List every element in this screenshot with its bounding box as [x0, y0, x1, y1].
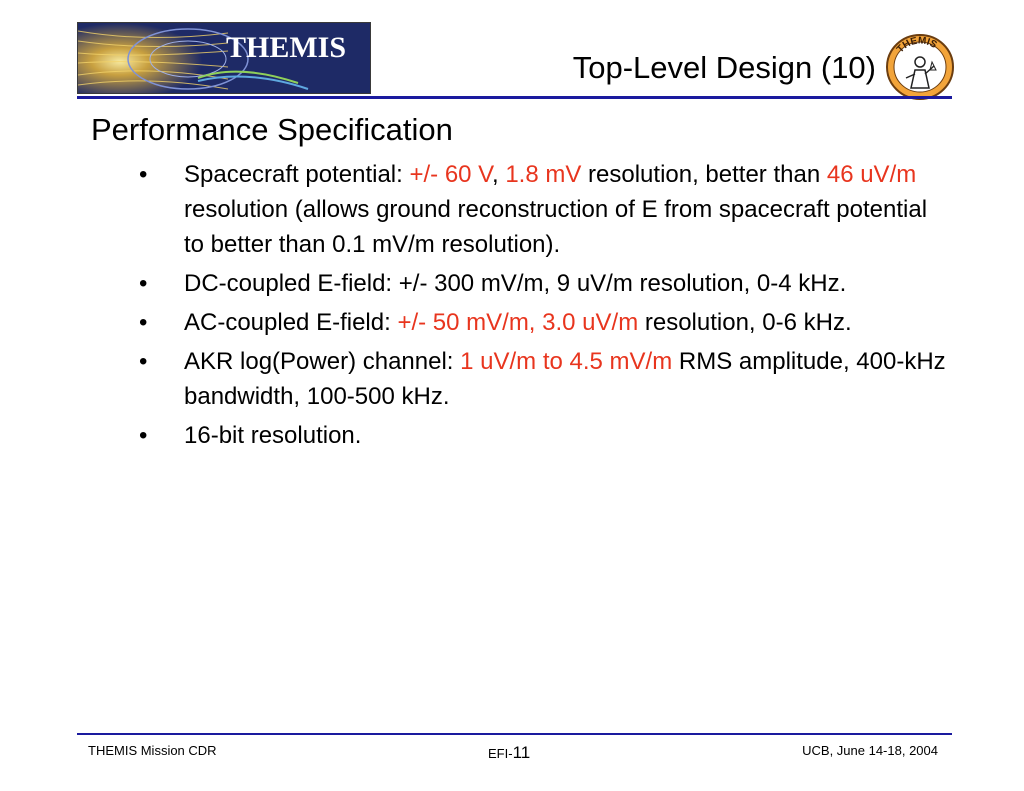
section-heading: Performance Specification — [91, 111, 453, 148]
themis-seal-logo: THEMIS — [884, 32, 956, 102]
item-text: resolution, better than — [581, 161, 826, 188]
list-item: • 16-bit resolution. — [139, 418, 949, 453]
highlighted-value: 1.8 mV — [505, 161, 581, 188]
item-text: AKR log(Power) channel: — [184, 348, 460, 375]
logo-text: THEMIS — [226, 31, 346, 64]
list-item: • AC-coupled E-field: +/- 50 mV/m, 3.0 uV… — [139, 305, 949, 340]
header-rule — [77, 96, 952, 99]
bullet-marker: • — [139, 266, 147, 301]
item-text: Spacecraft potential: — [184, 161, 409, 188]
item-text: DC-coupled E-field: +/- 300 mV/m, 9 uV/m… — [184, 270, 846, 297]
item-text: AC-coupled E-field: — [184, 309, 397, 336]
footer-date: UCB, June 14-18, 2004 — [802, 744, 938, 757]
bullet-marker: • — [139, 157, 147, 192]
item-text: 16-bit resolution. — [184, 422, 361, 449]
item-text: , — [492, 161, 505, 188]
footer-rule — [77, 733, 952, 735]
themis-logo-banner: THEMIS — [77, 22, 371, 94]
highlighted-value: 46 uV/m — [827, 161, 916, 188]
specification-list: • Spacecraft potential: +/- 60 V, 1.8 mV … — [139, 157, 949, 457]
list-item: • AKR log(Power) channel: 1 uV/m to 4.5 m… — [139, 344, 949, 414]
highlighted-value: +/- 60 V — [409, 161, 492, 188]
slide-title: Top-Level Design (10) — [573, 52, 876, 83]
bullet-marker: • — [139, 344, 147, 379]
bullet-marker: • — [139, 418, 147, 453]
footer-page-number: 11 — [513, 743, 531, 762]
highlighted-value: 1 uV/m to 4.5 mV/m — [460, 348, 672, 375]
bullet-marker: • — [139, 305, 147, 340]
list-item: • Spacecraft potential: +/- 60 V, 1.8 mV … — [139, 157, 949, 262]
list-item: • DC-coupled E-field: +/- 300 mV/m, 9 uV/… — [139, 266, 949, 301]
highlighted-value: +/- 50 mV/m, 3.0 uV/m — [397, 309, 638, 336]
footer-page-prefix: EFI- — [488, 746, 513, 761]
item-text: resolution, 0-6 kHz. — [638, 309, 851, 336]
item-text: resolution (allows ground reconstruction… — [184, 196, 927, 258]
footer-mission: THEMIS Mission CDR — [88, 744, 217, 757]
footer-page: EFI-11 — [488, 744, 530, 761]
